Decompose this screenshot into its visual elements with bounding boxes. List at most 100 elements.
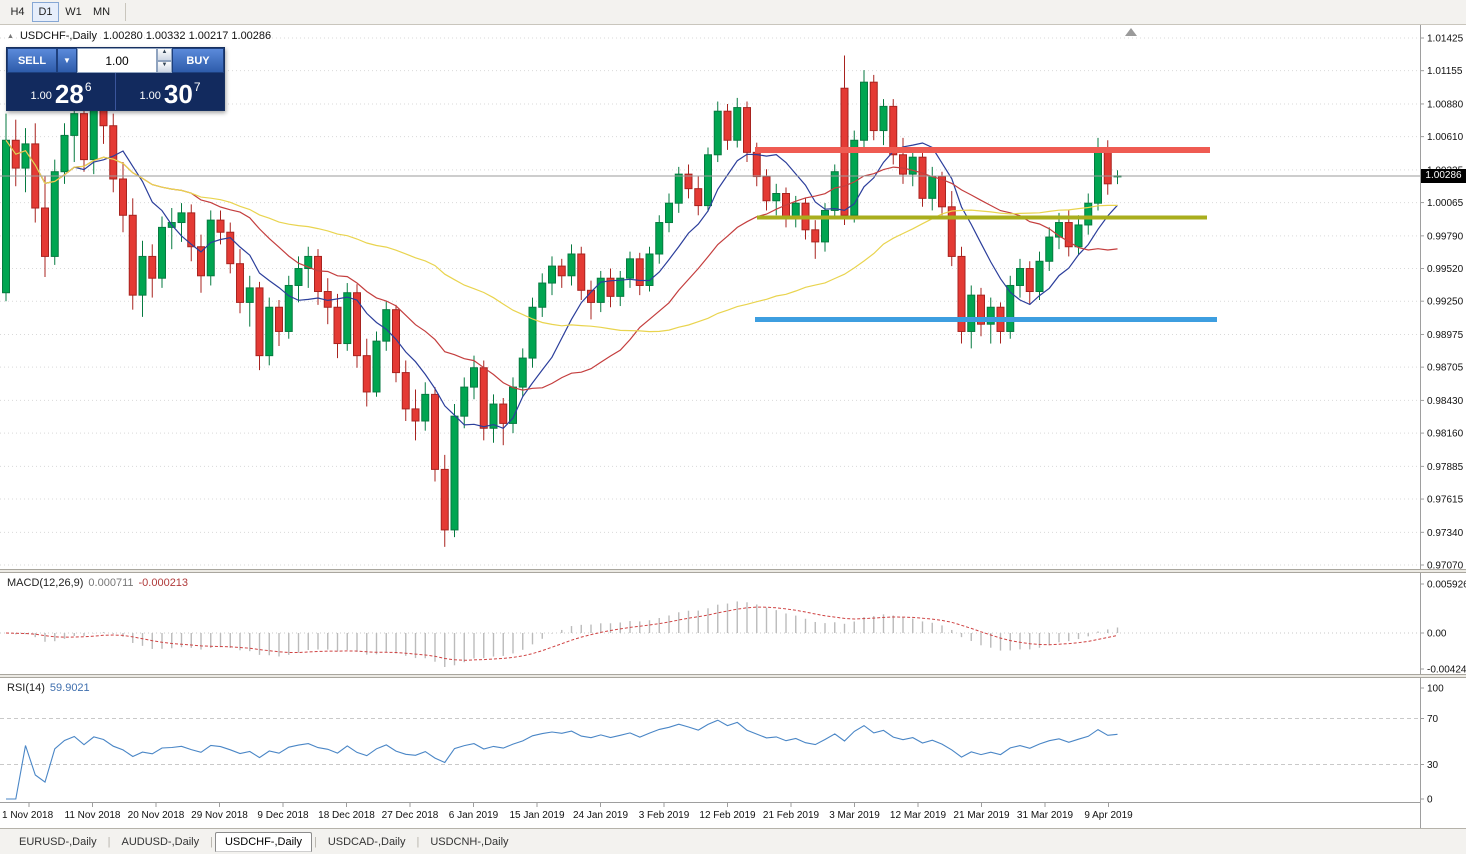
tab-audusd-daily[interactable]: AUDUSD-,Daily: [121, 835, 200, 848]
time-tick-label: 9 Dec 2018: [257, 810, 309, 821]
candle-body: [1045, 236, 1054, 262]
candle-body: [70, 113, 79, 136]
candle-body: [928, 176, 937, 199]
rsi-scale-label: 0: [1427, 795, 1433, 806]
macd-histogram: [15, 601, 1119, 667]
symbol-marker-icon: ▲: [7, 32, 14, 40]
candle-body: [645, 253, 654, 286]
candle-body: [440, 468, 449, 531]
ask-fraction: 7: [193, 80, 201, 94]
candle-body: [1025, 268, 1034, 293]
price-axis: 1.014251.011551.008801.006101.003351.000…: [1420, 34, 1464, 572]
tab-usdchf-daily[interactable]: USDCHF-,Daily: [214, 831, 312, 852]
tab-usdcnh-daily[interactable]: USDCNH-,Daily: [430, 835, 509, 848]
volume-input[interactable]: 1.00: [77, 48, 157, 73]
bid-quote[interactable]: 1.00 28 6: [7, 73, 115, 110]
candle-body: [791, 202, 800, 219]
time-tick-label: 3 Mar 2019: [829, 810, 880, 821]
candle-body: [499, 403, 508, 424]
candle-body: [245, 287, 254, 303]
tab-separator: |: [416, 835, 420, 848]
price-tick-label: 0.98705: [1427, 363, 1464, 374]
candle-body: [908, 156, 917, 175]
candle-body: [158, 226, 166, 279]
timeframe-toolbar: H4 D1 W1 MN: [0, 0, 1466, 25]
rsi-scale-label: 70: [1427, 714, 1439, 725]
rsi-value: 59.9021: [49, 682, 90, 694]
stepper-down-icon[interactable]: ▼: [157, 60, 172, 73]
sell-button[interactable]: SELL: [7, 48, 57, 73]
candle-body: [674, 173, 683, 204]
candle-body: [177, 212, 186, 224]
one-click-trading-panel: SELL ▼ 1.00 ▲ ▼ BUY 1.00 28 6 1.00 30 7: [6, 47, 225, 111]
tab-eurusd-daily[interactable]: EURUSD-,Daily: [19, 835, 97, 848]
candle-body: [470, 367, 478, 388]
toolbar-separator: [125, 3, 126, 21]
candle-body: [762, 176, 771, 202]
macd-main-value: 0.000711: [88, 577, 134, 589]
candle-body: [479, 367, 488, 429]
candle-body: [986, 306, 995, 325]
stepper-up-icon[interactable]: ▲: [157, 48, 172, 61]
ask-prefix: 1.00: [139, 90, 161, 102]
timeframe-mn[interactable]: MN: [88, 2, 115, 22]
price-tick-label: 0.97340: [1427, 528, 1464, 539]
candle-body: [109, 125, 118, 180]
macd-signal-line: [5, 606, 1118, 661]
buy-button[interactable]: BUY: [172, 48, 224, 73]
candle-body: [889, 105, 898, 156]
time-tick-label: 9 Apr 2019: [1084, 810, 1133, 821]
candle-body: [548, 265, 556, 284]
volume-preset-dropdown[interactable]: ▼: [57, 48, 77, 73]
ask-pips: 30: [163, 79, 193, 109]
candle-body: [128, 214, 137, 296]
timeframe-w1[interactable]: W1: [60, 2, 87, 22]
candle-body: [333, 306, 342, 345]
pane-separator[interactable]: [0, 569, 1466, 573]
candle-body: [60, 134, 69, 173]
candle-body: [1055, 222, 1063, 238]
time-tick-label: 11 Nov 2018: [65, 810, 121, 821]
price-tick-label: 0.97885: [1427, 462, 1464, 473]
tab-separator: |: [313, 835, 317, 848]
candle-body: [596, 277, 605, 303]
candle-body: [938, 176, 946, 208]
tab-usdcad-daily[interactable]: USDCAD-,Daily: [327, 835, 406, 848]
candle-body: [314, 255, 322, 293]
candle-body: [713, 110, 722, 156]
timeframe-d1[interactable]: D1: [32, 2, 59, 22]
time-tick-label: 21 Feb 2019: [763, 810, 820, 821]
candle-body: [860, 81, 868, 141]
candle-body: [489, 403, 498, 429]
trade-controls-row: SELL ▼ 1.00 ▲ ▼ BUY: [7, 48, 224, 73]
time-tick-label: 6 Jan 2019: [449, 810, 499, 821]
candle-body: [1064, 222, 1073, 248]
candle-body: [353, 292, 361, 357]
tab-separator: |: [210, 835, 213, 848]
candle-body: [830, 171, 839, 211]
candle-body: [899, 154, 907, 175]
candle-body: [304, 255, 313, 270]
chart-title: ▲ USDCHF-,Daily 1.00280 1.00332 1.00217 …: [7, 30, 271, 42]
volume-stepper: ▲ ▼: [157, 48, 172, 73]
timeframe-h4[interactable]: H4: [4, 2, 31, 22]
price-tick-label: 0.97615: [1427, 495, 1464, 506]
candle-body: [401, 372, 410, 410]
ask-quote[interactable]: 1.00 30 7: [116, 73, 224, 110]
macd-name: MACD(12,26,9): [7, 577, 84, 589]
candle-body: [119, 178, 127, 216]
rsi-scale-label: 100: [1427, 684, 1444, 695]
pane-separator[interactable]: [0, 674, 1466, 678]
chart-shift-marker[interactable]: [1125, 28, 1137, 36]
time-tick-label: 12 Feb 2019: [699, 810, 756, 821]
price-tick-label: 0.98975: [1427, 330, 1464, 341]
candle-body: [206, 219, 215, 277]
candle-body: [606, 277, 615, 297]
candle-body: [362, 355, 371, 393]
price-tick-label: 0.98160: [1427, 429, 1464, 440]
candle-body: [284, 284, 293, 332]
price-tick-label: 1.00065: [1427, 198, 1464, 209]
bid-pips: 28: [54, 79, 84, 109]
